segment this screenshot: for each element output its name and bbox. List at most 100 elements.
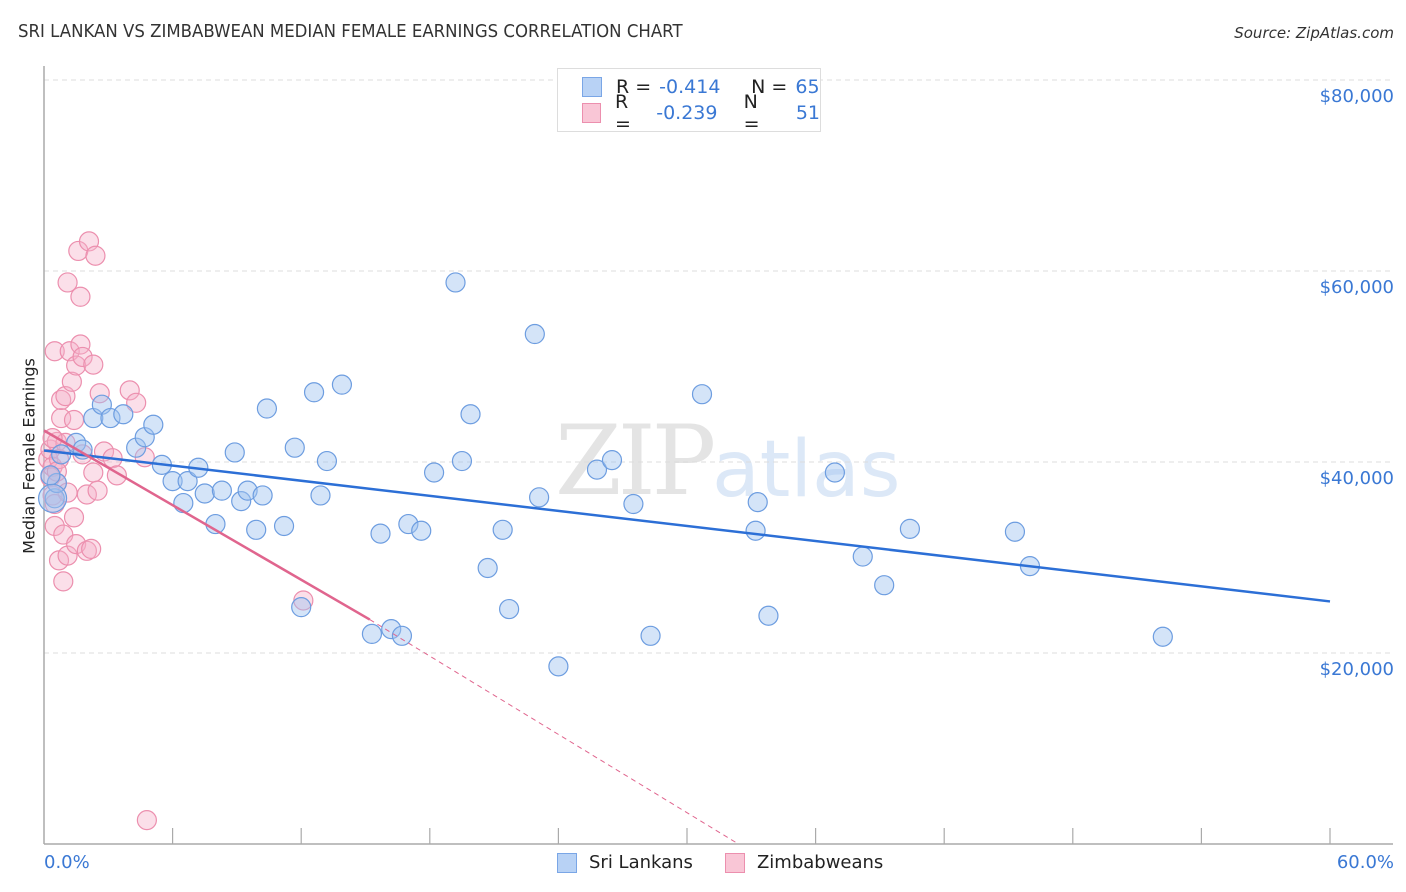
zimbabwean-data-point (72, 346, 93, 368)
trend-lines (43, 429, 1331, 845)
sri-lankan-data-point (361, 623, 383, 645)
sri-lankan-data-point (224, 442, 245, 463)
zimbabwean-data-point (70, 286, 91, 307)
zimbabwean-data-point (66, 534, 87, 555)
sri-lankan-data-point (370, 523, 391, 544)
n-value: 51 (795, 102, 821, 124)
chart-title: SRI LANKAN VS ZIMBABWEAN MEDIAN FEMALE E… (18, 21, 683, 42)
zimbabwean-data-point (57, 545, 78, 566)
series-legend: Sri Lankans Zimbabweans (557, 852, 915, 873)
x-tick-min: 0.0% (44, 852, 90, 873)
sri-lankan-data-point (586, 459, 608, 480)
sri-lankan-data-point (194, 483, 215, 504)
sri-lankan-data-point (162, 471, 183, 492)
sri-lankan-data-point (451, 450, 473, 472)
zimbabwean-data-point (44, 341, 65, 362)
sri-lankan-data-point (524, 323, 545, 345)
zimbabweans-points (38, 231, 314, 831)
sri-lankan-data-point (237, 480, 258, 501)
n-value: 65 (795, 76, 820, 98)
sri-lankan-data-point (211, 480, 232, 501)
sri-lankan-data-point (445, 272, 466, 293)
zimbabwean-data-point (136, 810, 157, 831)
y-axis-label: Median Female Earnings (19, 358, 39, 554)
sri-lankan-data-point (1152, 626, 1173, 647)
legend-item-sri-lankans[interactable]: Sri Lankans (557, 852, 693, 873)
y-tick-60000: $60,000 (1319, 277, 1394, 298)
sri-lankan-data-point (398, 513, 419, 535)
zimbabwean-data-point (42, 485, 63, 506)
sri-lankans-points (37, 272, 1173, 677)
sri-lankan-data-point (173, 492, 194, 514)
zimbabwean-data-point (61, 371, 82, 392)
sri-lankan-data-point (758, 605, 779, 626)
sri-lankan-data-point (852, 546, 873, 567)
watermark-zip: ZIP (555, 405, 716, 517)
sri-lankan-data-point (745, 520, 766, 541)
correlation-legend: R = -0.414 N = 65 R = -0.239 N = 51 (557, 68, 821, 135)
sri-lankan-data-point (411, 520, 432, 541)
sri-lankan-data-point (460, 404, 481, 425)
sri-lankan-data-point (291, 597, 312, 618)
sri-lankan-data-point (548, 656, 569, 677)
axes (43, 66, 1393, 845)
zimbabwean-data-point (85, 245, 106, 266)
zimbabwean-data-point (46, 461, 67, 482)
y-tick-20000: $20,000 (1319, 659, 1394, 680)
legend-item-zimbabweans[interactable]: Zimbabweans (724, 852, 884, 873)
sri-lankan-data-point (1004, 521, 1026, 542)
y-tick-40000: $40,000 (1319, 468, 1394, 489)
sri-lankan-data-point (477, 557, 498, 579)
sri-lankan-data-point (747, 492, 768, 513)
x-tick-max: 60.0% (1336, 852, 1394, 873)
source-credit: Source: ZipAtlas.com (1234, 24, 1394, 42)
sri-lankan-data-point (423, 462, 445, 483)
zimbabwean-data-point (44, 515, 65, 537)
watermark-atlas: atlas (712, 425, 901, 515)
sri-lankan-data-point (44, 488, 65, 509)
sri-lankan-data-point (177, 471, 198, 492)
sri-lankan-data-point (691, 384, 713, 405)
sri-lankan-data-point (284, 437, 305, 458)
sri-lankans-trend-line (43, 449, 1331, 603)
zimbabwean-data-point (51, 407, 72, 429)
r-value: -0.414 (659, 76, 721, 98)
legend-row-zimbabweans: R = -0.239 N = 51 (582, 91, 821, 135)
sri-lankan-data-point (231, 491, 252, 512)
sri-lankan-data-point (100, 407, 121, 429)
sri-lankan-data-point (623, 493, 644, 515)
zimbabwean-data-point (87, 480, 108, 501)
zimbabwean-data-point (44, 493, 65, 515)
zimbabwean-data-point (83, 354, 104, 375)
zimbabwean-data-point (119, 380, 140, 401)
sri-lankan-data-point (143, 414, 164, 435)
sri-lankan-data-point (310, 485, 331, 506)
sri-lankan-data-point (492, 519, 513, 540)
sri-lankan-data-point (126, 437, 147, 458)
zimbabwean-data-point (63, 409, 85, 431)
sri-lankan-data-point (113, 404, 134, 425)
n-label: N = (751, 76, 788, 98)
sri-lankans-swatch-icon (582, 77, 602, 97)
sri-lankan-data-point (303, 382, 325, 403)
zimbabweans-swatch-icon (724, 852, 745, 873)
zimbabwean-data-point (63, 507, 85, 528)
legend-row-sri-lankans: R = -0.414 N = 65 (582, 75, 820, 99)
zimbabwean-data-point (53, 571, 74, 592)
zimbabweans-swatch-icon (582, 103, 601, 123)
sri-lankan-data-point (316, 450, 338, 472)
zimbabwean-data-point (81, 538, 102, 560)
sri-lankan-data-point (499, 598, 520, 620)
sri-lankan-data-point (381, 619, 402, 640)
sri-lankan-data-point (529, 487, 550, 508)
r-label: R = (615, 91, 631, 135)
sri-lankan-data-point (256, 398, 278, 419)
zimbabwean-data-point (57, 272, 78, 293)
sri-lankan-data-point (899, 518, 921, 539)
zimbabwean-data-point (126, 392, 147, 413)
sri-lankan-data-point (40, 465, 61, 486)
sri-lankan-data-point (874, 575, 895, 596)
sri-lankan-data-point (601, 449, 623, 471)
legend-label: Zimbabweans (756, 852, 884, 873)
